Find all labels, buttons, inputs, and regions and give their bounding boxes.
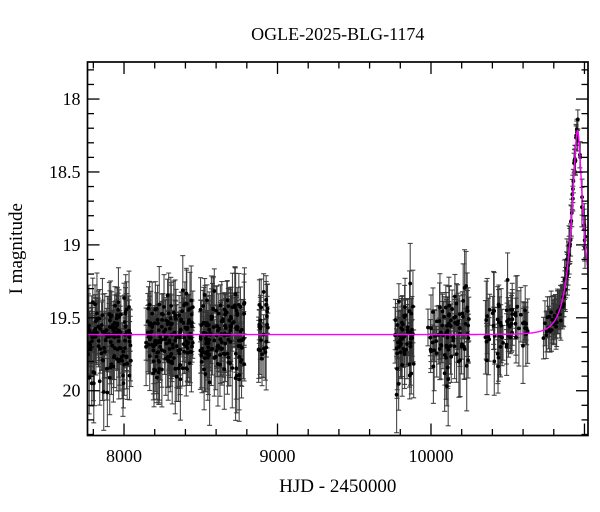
x-axis-label: HJD - 2450000	[279, 476, 396, 497]
axes: 8000 9000 10000 18 18.5 19 19.5 20	[49, 62, 588, 466]
y-tick-label: 19.5	[49, 308, 81, 328]
x-tick-label: 9000	[260, 446, 296, 466]
error-bars	[87, 109, 588, 434]
y-tick-label: 18	[63, 89, 81, 109]
chart-title: OGLE-2025-BLG-1174	[251, 24, 424, 44]
model-curve	[87, 129, 588, 336]
plot-frame	[86, 61, 589, 437]
y-tick-label: 18.5	[49, 162, 81, 182]
x-tick-label: 8000	[106, 446, 142, 466]
y-tick-label: 20	[63, 381, 81, 401]
y-tick-label: 19	[63, 235, 81, 255]
x-tick-label: 10000	[408, 446, 453, 466]
y-axis-label: I magnitude	[6, 203, 27, 294]
plot-area	[87, 109, 588, 434]
